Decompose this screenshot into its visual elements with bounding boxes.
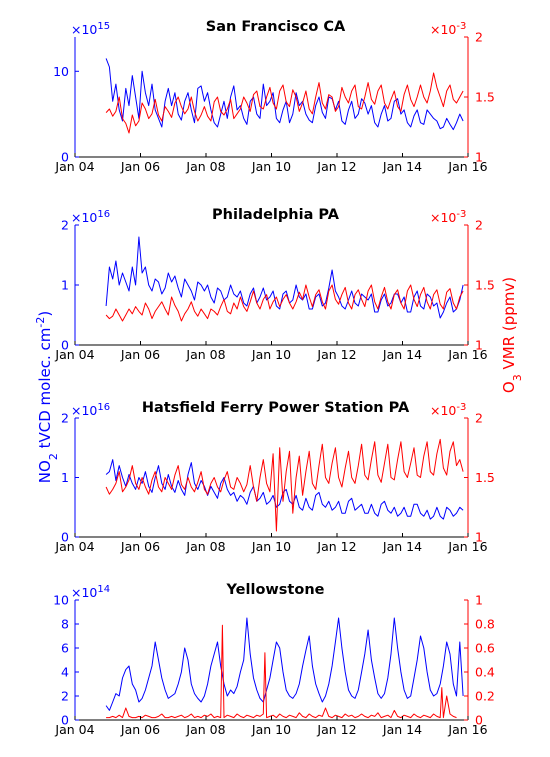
- x-tick-label: Jan 08: [185, 159, 225, 174]
- x-tick-label: Jan 10: [251, 159, 291, 174]
- panel-title: San Francisco CA: [206, 19, 346, 35]
- x-tick-label: Jan 10: [251, 722, 291, 737]
- x-tick-label: Jan 08: [185, 722, 225, 737]
- o3-series-line: [105, 72, 464, 134]
- x-tick-label: Jan 16: [447, 722, 487, 737]
- left-y-tick-label: 8: [61, 617, 69, 632]
- x-tick-label: Jan 04: [54, 347, 94, 362]
- x-tick-label: Jan 04: [54, 159, 94, 174]
- right-y-tick-label: 1: [475, 150, 483, 165]
- x-tick-label: Jan 04: [54, 722, 94, 737]
- left-y-tick-label: 6: [61, 641, 69, 656]
- right-y-tick-label: 1: [475, 593, 483, 608]
- panel-title: Philadelphia PA: [212, 207, 340, 223]
- right-y-tick-label: 1.5: [475, 278, 495, 293]
- x-tick-label: Jan 06: [120, 347, 160, 362]
- left-y-tick-label: 4: [61, 665, 69, 680]
- left-y-tick-label: 0: [61, 150, 69, 165]
- x-tick-label: Jan 14: [382, 722, 422, 737]
- x-tick-label: Jan 16: [447, 347, 487, 362]
- left-y-tick-label: 0: [61, 338, 69, 353]
- right-y-tick-label: 2: [475, 411, 483, 426]
- x-tick-label: Jan 14: [382, 159, 422, 174]
- right-y-tick-label: 0.4: [475, 665, 495, 680]
- left-y-tick-label: 1: [61, 278, 69, 293]
- panel-1: Jan 04 Jan 06 Jan 08 Jan 10 Jan 12 Jan 14 Jan …: [53, 19, 495, 174]
- x-tick-label: Jan 12: [316, 347, 356, 362]
- x-tick-label: Jan 06: [120, 159, 160, 174]
- x-tick-label: Jan 12: [316, 722, 356, 737]
- x-tick-label: Jan 08: [185, 347, 225, 362]
- panel-2: Jan 04 Jan 06 Jan 08 Jan 10 Jan 12 Jan 14 Jan …: [54, 207, 494, 362]
- o3-series-line: [105, 438, 464, 532]
- right-axis-label: O3 VMR (ppmv): [500, 277, 524, 393]
- x-tick-label: Jan 04: [54, 539, 94, 554]
- no2-series-line: [105, 236, 464, 319]
- right-axis-exponent: ×10-3: [430, 209, 466, 225]
- left-y-tick-label: 2: [61, 411, 69, 426]
- panel-4: Jan 04 Jan 06 Jan 08 Jan 10 Jan 12 Jan 14 Jan …: [53, 582, 495, 737]
- left-axis-exponent: ×1014: [71, 584, 110, 600]
- right-y-tick-label: 0.6: [475, 641, 495, 656]
- o3-series-line: [106, 624, 457, 719]
- x-tick-label: Jan 10: [251, 347, 291, 362]
- left-axis-exponent: ×1015: [71, 21, 110, 37]
- right-y-tick-label: 2: [475, 218, 483, 233]
- left-y-tick-label: 1: [61, 470, 69, 485]
- left-y-tick-label: 10: [53, 593, 69, 608]
- x-tick-label: Jan 10: [251, 539, 291, 554]
- no2-series-line: [105, 617, 464, 711]
- right-axis-exponent: ×10-3: [430, 21, 466, 37]
- left-y-tick-label: 0: [61, 530, 69, 545]
- x-tick-label: Jan 14: [382, 347, 422, 362]
- x-tick-label: Jan 12: [316, 539, 356, 554]
- left-y-tick-label: 10: [53, 64, 69, 79]
- x-tick-label: Jan 12: [316, 159, 356, 174]
- x-tick-label: Jan 14: [382, 539, 422, 554]
- left-y-tick-label: 2: [61, 689, 69, 704]
- left-y-tick-label: 2: [61, 218, 69, 233]
- right-y-tick-label: 1.5: [475, 470, 495, 485]
- left-axis-exponent: ×1016: [71, 402, 110, 418]
- right-y-tick-label: 1: [475, 530, 483, 545]
- o3-series-line: [105, 284, 464, 322]
- right-axis-exponent: ×10-3: [430, 402, 466, 418]
- left-axis-exponent: ×1016: [71, 209, 110, 225]
- x-tick-label: Jan 08: [185, 539, 225, 554]
- right-y-tick-label: 0.2: [475, 689, 495, 704]
- no2-series-line: [105, 58, 464, 131]
- left-y-tick-label: 0: [61, 713, 69, 728]
- x-tick-label: Jan 06: [120, 722, 160, 737]
- panel-3: Jan 04 Jan 06 Jan 08 Jan 10 Jan 12 Jan 14 Jan …: [54, 400, 494, 554]
- panel-title: Hatsfield Ferry Power Station PA: [142, 400, 410, 416]
- right-y-tick-label: 1.5: [475, 90, 495, 105]
- x-tick-label: Jan 16: [447, 539, 487, 554]
- right-y-tick-label: 2: [475, 30, 483, 45]
- right-y-tick-label: 0: [475, 713, 483, 728]
- x-tick-label: Jan 06: [120, 539, 160, 554]
- x-tick-label: Jan 16: [447, 159, 487, 174]
- panel-title: Yellowstone: [226, 582, 325, 598]
- left-axis-label: NO2 tVCD molec. cm-2): [34, 311, 60, 483]
- right-y-tick-label: 0.8: [475, 617, 495, 632]
- right-y-tick-label: 1: [475, 338, 483, 353]
